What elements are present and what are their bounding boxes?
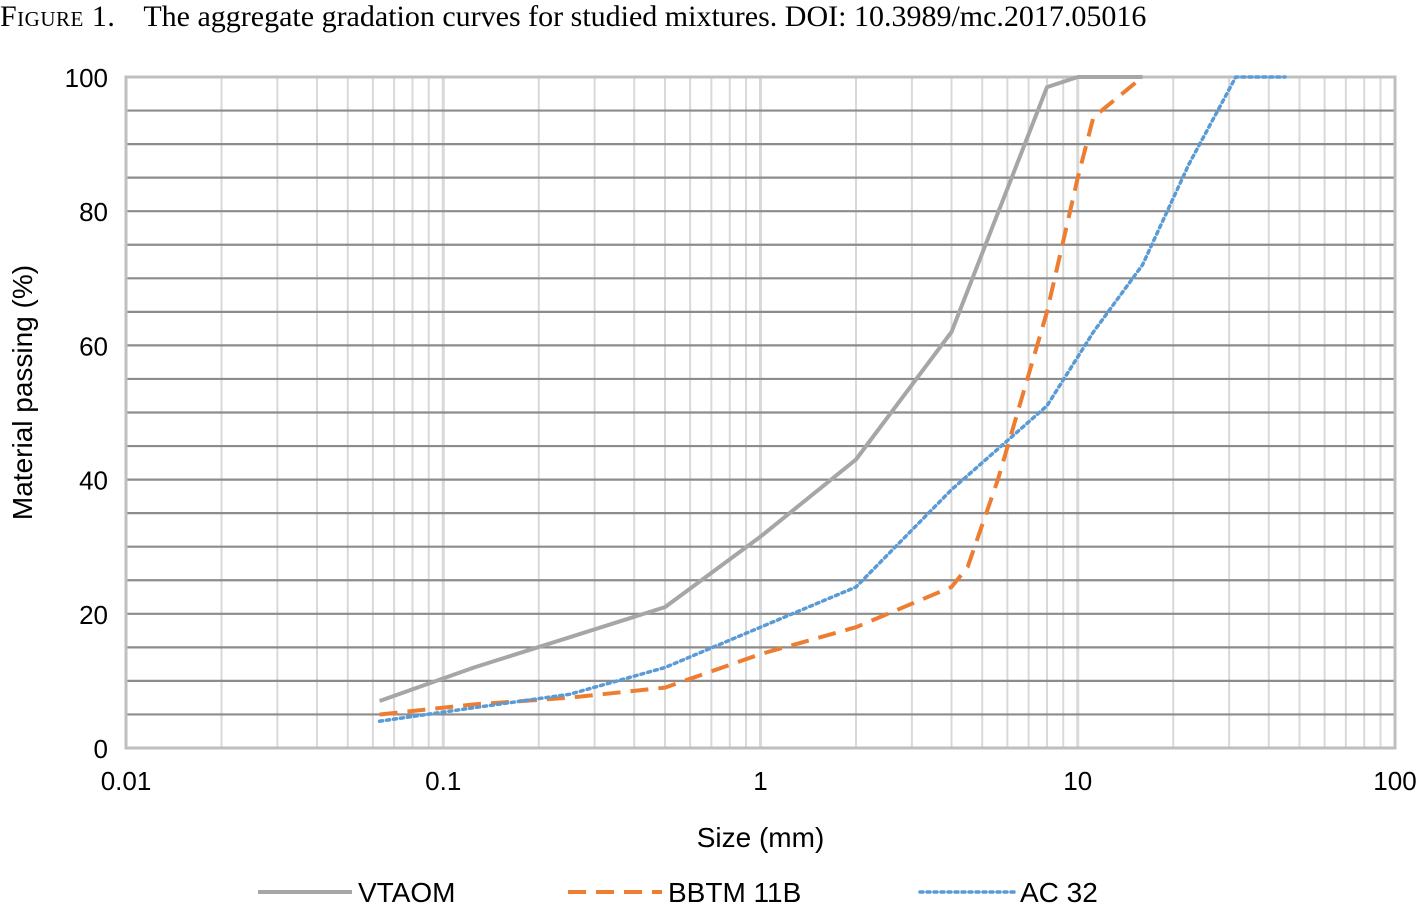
y-tick-label: 100 bbox=[65, 63, 108, 93]
x-tick-label: 0.1 bbox=[425, 766, 461, 796]
x-tick-label: 10 bbox=[1063, 766, 1092, 796]
series-line-1 bbox=[378, 75, 1143, 703]
series-line-3 bbox=[377, 75, 1287, 723]
legend-label-2: BBTM 11B bbox=[668, 877, 801, 908]
grid bbox=[126, 77, 1395, 748]
y-axis-label: Material passing (%) bbox=[7, 265, 38, 520]
x-tick-labels: 0.01 0.1 1 10 100 bbox=[101, 766, 1417, 796]
y-tick-label: 80 bbox=[79, 197, 108, 227]
figure-label: Figure 1. bbox=[0, 0, 116, 33]
y-tick-label: 0 bbox=[94, 734, 108, 764]
series-group bbox=[377, 75, 1287, 723]
y-tick-labels: 0 20 40 60 80 100 bbox=[65, 63, 108, 764]
y-tick-label: 20 bbox=[79, 600, 108, 630]
legend-label-1: VTAOM bbox=[358, 877, 455, 908]
legend: VTAOM BBTM 11B AC 32 bbox=[258, 877, 1098, 908]
x-tick-label: 1 bbox=[753, 766, 767, 796]
figure-caption-text: The aggregate gradation curves for studi… bbox=[143, 0, 1147, 33]
figure-caption: Figure 1. The aggregate gradation curves … bbox=[0, 0, 1424, 40]
y-tick-label: 60 bbox=[79, 331, 108, 361]
x-tick-label: 100 bbox=[1373, 766, 1416, 796]
x-tick-label: 0.01 bbox=[101, 766, 152, 796]
x-axis-label: Size (mm) bbox=[697, 822, 825, 853]
y-tick-label: 40 bbox=[79, 466, 108, 496]
series-line-2 bbox=[379, 75, 1144, 717]
legend-label-3: AC 32 bbox=[1020, 877, 1098, 908]
plot-frame bbox=[124, 75, 1397, 750]
